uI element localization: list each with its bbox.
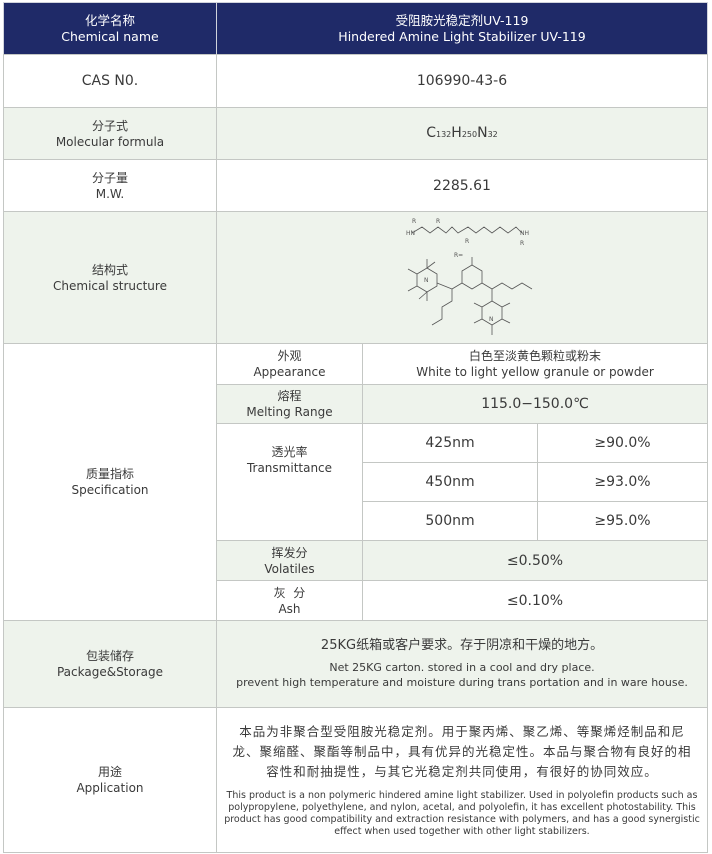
formula-value: C132H250N32 [426, 124, 498, 141]
package-value-en-2: prevent high temperature and moisture du… [236, 676, 688, 689]
appearance-label-en: Appearance [253, 365, 326, 379]
ash-label-zh: 灰 分 [273, 585, 306, 600]
transmittance-row: 425nm [362, 423, 538, 463]
svg-text:R: R [436, 218, 440, 225]
melting-value: 115.0−150.0℃ [481, 396, 589, 412]
package-value-zh: 25KG纸箱或客户要求。存于阴凉和干燥的地方。 [320, 638, 604, 653]
ash-label-cell: 灰 分 Ash [216, 580, 363, 621]
structure-label-cell: 结构式 Chemical structure [3, 211, 217, 344]
package-label-en: Package&Storage [56, 665, 164, 679]
cas-value-cell: 106990-43-6 [216, 54, 708, 108]
wavelength: 425nm [425, 435, 475, 451]
volatiles-label-en: Volatiles [264, 561, 315, 576]
formula-label-en: Molecular formula [55, 134, 165, 149]
melting-label-cell: 熔程 Melting Range [216, 384, 363, 424]
application-value-zh: 本品为非聚合型受阻胺光稳定剂。用于聚丙烯、聚乙烯、等聚烯烃制品和尼龙、聚缩醛、聚… [232, 724, 692, 779]
transmittance-row: ≥95.0% [537, 501, 708, 541]
structure-label-en: Chemical structure [53, 278, 167, 293]
appearance-value-cell: 白色至淡黄色颗粒或粉末 White to light yellow granul… [362, 343, 708, 385]
svg-text:R: R [412, 218, 416, 225]
transmittance-label-zh: 透光率 [271, 445, 308, 459]
svg-text:R: R [520, 240, 524, 247]
formula-label-zh: 分子式 [91, 118, 128, 133]
header-value-cell: 受阻胺光稳定剂UV-119 Hindered Amine Light Stabi… [216, 2, 708, 55]
appearance-label-zh: 外观 [277, 349, 302, 363]
application-label-en: Application [76, 781, 144, 795]
spec-label-en: Specification [71, 483, 149, 497]
svg-text:R=: R= [454, 252, 463, 259]
package-label-cell: 包装储存 Package&Storage [3, 620, 217, 708]
melting-label-en: Melting Range [246, 405, 333, 419]
formula-label-cell: 分子式 Molecular formula [3, 107, 217, 160]
mw-label-en: M.W. [95, 186, 125, 201]
volatiles-value-cell: ≤0.50% [362, 540, 708, 581]
svg-text:N: N [489, 316, 494, 323]
volatiles-label-cell: 挥发分 Volatiles [216, 540, 363, 581]
mw-label-cell: 分子量 M.W. [3, 159, 217, 212]
formula-value-cell: C132H250N32 [216, 107, 708, 160]
package-value-cell: 25KG纸箱或客户要求。存于阴凉和干燥的地方。 Net 25KG carton.… [216, 620, 708, 708]
melting-label-zh: 熔程 [277, 389, 302, 403]
transmittance-row: ≥93.0% [537, 462, 708, 502]
ash-value: ≤0.10% [506, 592, 564, 609]
appearance-label-cell: 外观 Appearance [216, 343, 363, 385]
mw-label-zh: 分子量 [91, 170, 128, 185]
mw-value-cell: 2285.61 [216, 159, 708, 212]
transmittance-label-cell: 透光率 Transmittance [216, 423, 363, 541]
structure-label-zh: 结构式 [91, 262, 128, 277]
spec-label-zh: 质量指标 [85, 467, 134, 481]
chemical-structure-diagram: HN R R R R NH R= N N [406, 218, 533, 335]
svg-text:R: R [465, 238, 469, 245]
spec-label-cell: 质量指标 Specification [3, 343, 217, 621]
application-value-cell: 本品为非聚合型受阻胺光稳定剂。用于聚丙烯、聚乙烯、等聚烯烃制品和尼龙、聚缩醛、聚… [216, 707, 708, 853]
package-label-zh: 包装储存 [85, 649, 134, 663]
header-label-en: Chemical name [61, 28, 159, 44]
volatiles-label-zh: 挥发分 [271, 545, 308, 560]
structure-value-cell: HN R R R R NH R= N N [216, 211, 708, 344]
cas-label-cell: CAS N0. [3, 54, 217, 108]
transmittance-value: ≥90.0% [594, 435, 651, 451]
wavelength: 450nm [425, 474, 475, 490]
cas-value: 106990-43-6 [416, 73, 508, 89]
appearance-value-zh: 白色至淡黄色颗粒或粉末 [468, 349, 601, 363]
package-value-en-1: Net 25KG carton. stored in a cool and dr… [329, 661, 595, 674]
transmittance-value: ≥95.0% [594, 513, 651, 529]
transmittance-row: ≥90.0% [537, 423, 708, 463]
svg-text:NH: NH [520, 230, 529, 237]
header-label-cell: 化学名称 Chemical name [3, 2, 217, 55]
application-label-cell: 用途 Application [3, 707, 217, 853]
product-name-zh: 受阻胺光稳定剂UV-119 [395, 12, 529, 28]
ash-value-cell: ≤0.10% [362, 580, 708, 621]
transmittance-value: ≥93.0% [594, 474, 651, 490]
melting-value-cell: 115.0−150.0℃ [362, 384, 708, 424]
volatiles-value: ≤0.50% [506, 552, 564, 569]
transmittance-row: 450nm [362, 462, 538, 502]
appearance-value-en: White to light yellow granule or powder [416, 365, 654, 379]
svg-text:HN: HN [406, 230, 415, 237]
cas-label: CAS N0. [81, 73, 139, 89]
application-label-zh: 用途 [97, 765, 122, 779]
ash-label-en: Ash [278, 601, 301, 616]
application-value-en: This product is a non polymeric hindered… [224, 790, 700, 837]
svg-text:N: N [424, 277, 429, 284]
product-name-en: Hindered Amine Light Stabilizer UV-119 [338, 28, 586, 44]
transmittance-row: 500nm [362, 501, 538, 541]
header-label-zh: 化学名称 [84, 12, 135, 28]
wavelength: 500nm [425, 513, 475, 529]
transmittance-label-en: Transmittance [246, 461, 333, 475]
mw-value: 2285.61 [433, 177, 491, 194]
